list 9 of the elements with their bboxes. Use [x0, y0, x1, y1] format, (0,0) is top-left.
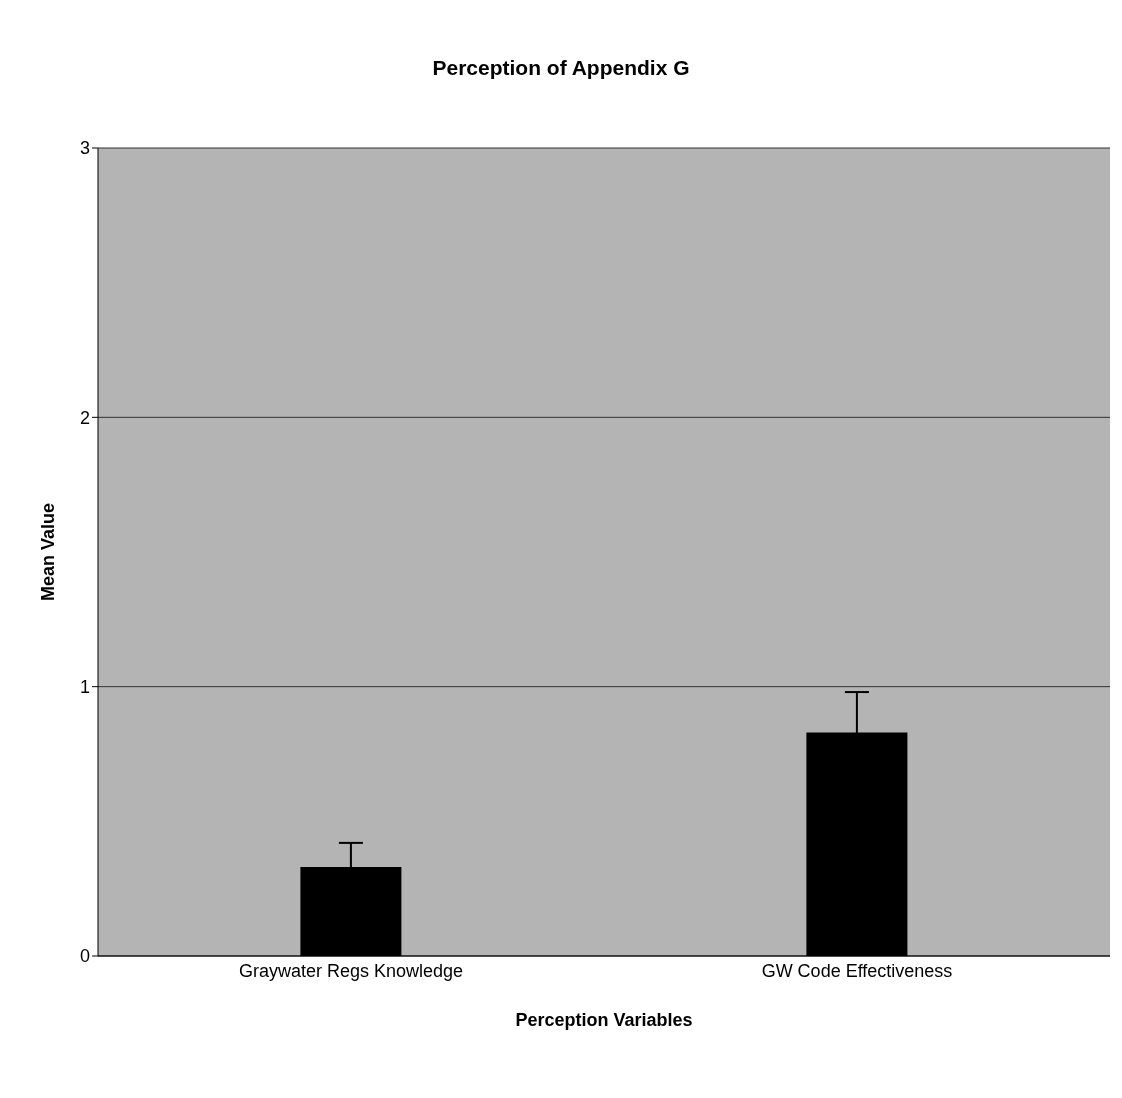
y-tick-label: 1	[79, 677, 90, 698]
x-axis-title: Perception Variables	[515, 1010, 693, 1030]
y-axis-title: Mean Value	[38, 502, 59, 602]
chart-title: Perception of Appendix G	[431, 55, 691, 81]
y-tick-label: 3	[79, 138, 90, 159]
y-tick-label: 0	[79, 946, 90, 967]
x-tick-label: Graywater Regs Knowledge	[238, 960, 464, 981]
x-tick-label: GW Code Effectiveness	[761, 960, 953, 981]
y-tick-label: 2	[79, 407, 90, 428]
